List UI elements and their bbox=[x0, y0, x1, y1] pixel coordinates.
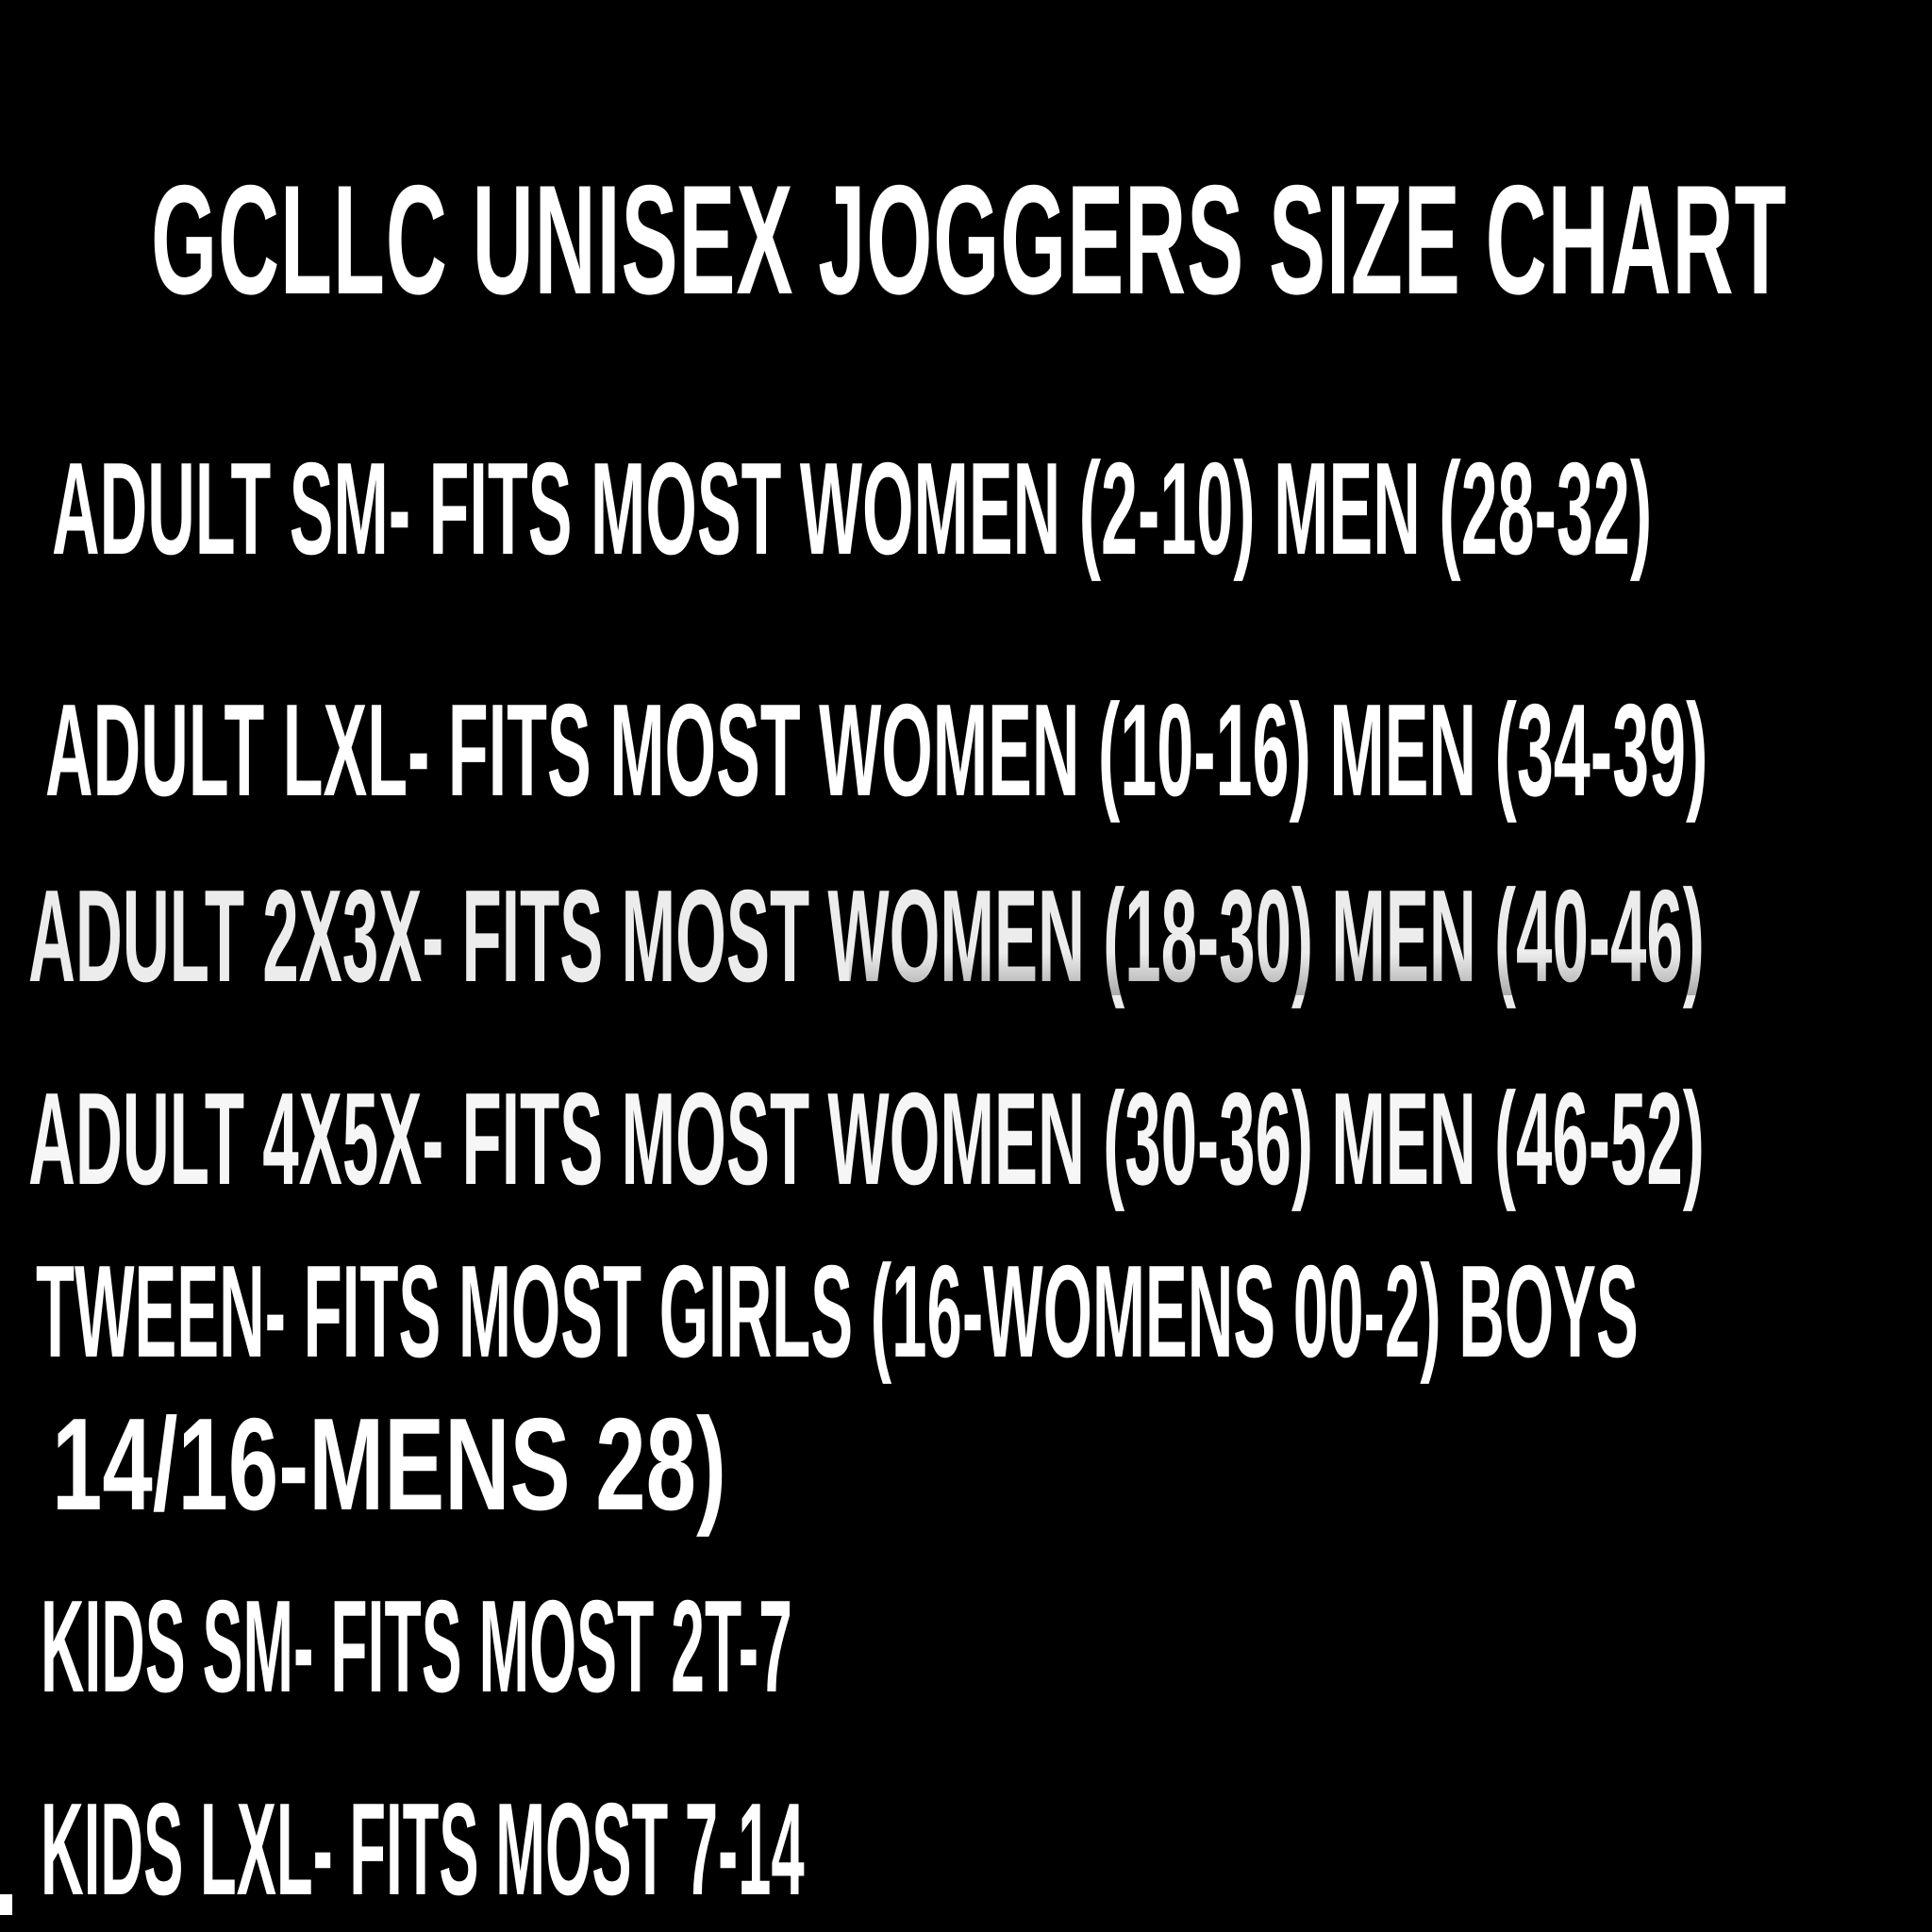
size-row-kids-lxl: KIDS LXL- FITS MOST 7-14 bbox=[41, 1776, 805, 1924]
white-corner-mark bbox=[0, 1894, 12, 1915]
size-row-kids-sm: KIDS SM- FITS MOST 2T-7 bbox=[41, 1574, 792, 1721]
page-title: GCLLC UNISEX JOGGERS SIZE CHART bbox=[151, 153, 1788, 327]
size-row-adult-lxl: ADULT LXL- FITS MOST WOMEN (10-16) MEN (… bbox=[45, 677, 1708, 824]
size-row-adult-2x3x: ADULT 2X3X- FITS MOST WOMEN (18-30) MEN … bbox=[28, 863, 1705, 1010]
size-row-adult-4x5x: ADULT 4X5X- FITS MOST WOMEN (30-36) MEN … bbox=[28, 1066, 1705, 1213]
size-row-tween-continued: 14/16-MENS 28) bbox=[52, 1391, 726, 1539]
size-row-tween: TWEEN- FITS MOST GIRLS (16-WOMENS 00-2) … bbox=[36, 1239, 1639, 1386]
size-row-adult-sm: ADULT SM- FITS MOST WOMEN (2-10) MEN (28… bbox=[52, 436, 1653, 583]
